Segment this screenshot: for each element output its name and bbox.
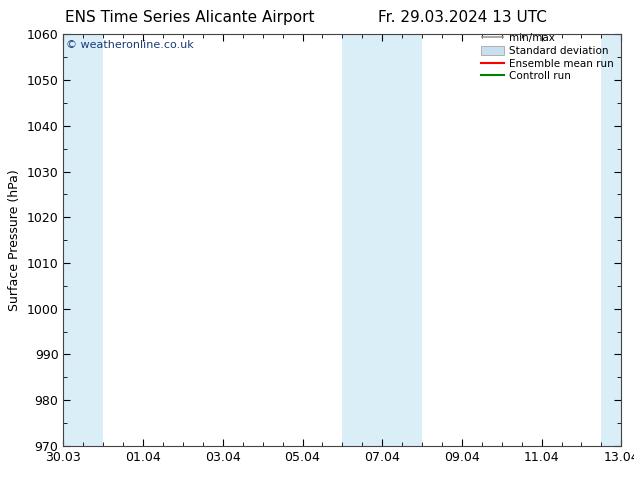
Text: ENS Time Series Alicante Airport: ENS Time Series Alicante Airport: [65, 10, 315, 25]
Text: © weatheronline.co.uk: © weatheronline.co.uk: [66, 41, 194, 50]
Text: Fr. 29.03.2024 13 UTC: Fr. 29.03.2024 13 UTC: [378, 10, 547, 25]
Legend: min/max, Standard deviation, Ensemble mean run, Controll run: min/max, Standard deviation, Ensemble me…: [479, 31, 616, 83]
Bar: [342, 34, 422, 446]
Y-axis label: Surface Pressure (hPa): Surface Pressure (hPa): [8, 169, 21, 311]
Bar: [602, 34, 634, 446]
Bar: [44, 34, 103, 446]
